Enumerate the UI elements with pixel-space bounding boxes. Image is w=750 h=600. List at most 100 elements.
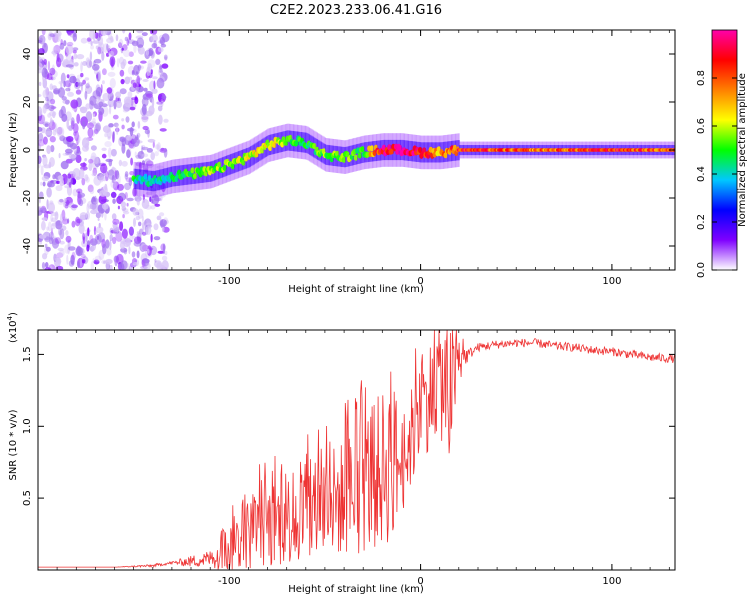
spectrogram-noise-cell bbox=[131, 97, 138, 101]
spectrogram-noise-cell bbox=[85, 176, 90, 183]
spectrogram-noise-cell bbox=[101, 147, 107, 151]
spectrogram-noise-cell bbox=[65, 64, 74, 68]
spectrogram-noise-cell bbox=[94, 255, 102, 262]
spectrogram-noise-cell bbox=[127, 91, 133, 98]
spectrogram-noise-cell bbox=[112, 225, 119, 235]
spectrogram-noise-cell bbox=[38, 67, 43, 74]
spectrogram-noise-cell bbox=[127, 127, 135, 132]
spectrogram-noise-cell bbox=[125, 237, 132, 247]
spectrogram-noise-cell bbox=[59, 228, 65, 240]
x-tick-label: -100 bbox=[218, 276, 241, 287]
spectrogram-noise-cell bbox=[136, 85, 144, 93]
spectrogram-noise-cell bbox=[107, 71, 116, 77]
spectrogram-noise-cell bbox=[65, 148, 73, 154]
spectrogram-noise-cell bbox=[111, 174, 115, 184]
colorbar-label: Normalized spectral amplitude bbox=[737, 73, 748, 227]
spectrogram-noise-cell bbox=[117, 183, 124, 191]
spectrogram-noise-cell bbox=[140, 243, 148, 252]
spectrogram-noise-cell bbox=[39, 207, 47, 214]
spectrogram-noise-cell bbox=[119, 69, 125, 77]
spectrogram-noise-cell bbox=[40, 181, 43, 186]
spectrogram-noise-cell bbox=[75, 216, 81, 227]
spectrogram-noise-cell bbox=[44, 131, 53, 136]
spectrogram-noise-cell bbox=[130, 98, 134, 106]
spectrogram-noise-cell bbox=[90, 261, 94, 270]
spectrogram-noise-cell bbox=[163, 147, 168, 158]
spectrogram-noise-cell bbox=[111, 166, 116, 174]
spectrogram-noise-cell bbox=[137, 151, 145, 159]
spectrogram-noise-cell bbox=[38, 81, 42, 87]
spectrogram-noise-cell bbox=[158, 67, 164, 77]
spectrogram-noise-cell bbox=[128, 76, 133, 81]
spectrogram-band-cell bbox=[305, 132, 308, 153]
spectrogram-noise-cell bbox=[159, 128, 167, 132]
spectrogram-noise-cell bbox=[115, 91, 122, 99]
spectrogram-noise-cell bbox=[84, 77, 90, 81]
spectrogram-noise-cell bbox=[81, 178, 86, 186]
y-tick-label: 0 bbox=[22, 147, 33, 153]
spectrogram-noise-cell bbox=[152, 140, 155, 149]
spectrogram-noise-cell bbox=[119, 241, 125, 250]
spectrogram-noise-cell bbox=[112, 114, 119, 120]
spectrogram-noise-cell bbox=[49, 83, 53, 91]
spectrogram-noise-cell bbox=[126, 202, 129, 207]
spectrogram-noise-cell bbox=[85, 211, 90, 220]
colorbar: 0.0 0.2 0.4 0.6 0.8 Normalized spectral ampl… bbox=[696, 29, 748, 278]
spectrogram-noise-cell bbox=[82, 120, 86, 130]
spectrogram-noise-cell bbox=[110, 229, 118, 234]
spectrogram-noise-cell bbox=[51, 222, 57, 227]
spectrogram-noise-cell bbox=[137, 46, 145, 55]
spectrogram-noise-cell bbox=[92, 63, 100, 71]
spectrogram-noise-cell bbox=[136, 37, 145, 48]
spectrogram-noise-cell bbox=[101, 153, 107, 159]
spectrogram-noise-cell bbox=[146, 248, 150, 254]
spectrogram-noise-cell bbox=[44, 243, 48, 248]
spectrogram-noise-cell bbox=[85, 111, 93, 122]
spectrogram-noise-cell bbox=[145, 225, 152, 235]
spectrogram-noise-cell bbox=[141, 146, 149, 151]
spectrogram-noise-cell bbox=[92, 258, 95, 263]
spectrogram-noise-cell bbox=[128, 265, 133, 270]
spectrogram-noise-cell bbox=[93, 259, 100, 265]
spectrogram-noise-cell bbox=[145, 99, 148, 105]
spectrogram-noise-cell bbox=[59, 198, 64, 203]
spectrogram-halo-cell bbox=[343, 140, 347, 174]
spectrogram-noise-cell bbox=[81, 259, 86, 264]
spectrogram-noise-cell bbox=[86, 59, 92, 69]
spectrogram-noise-cell bbox=[50, 212, 59, 217]
spectrogram-noise-cell bbox=[117, 205, 120, 210]
y-tick-label: 40 bbox=[22, 48, 33, 61]
spectrogram-noise-cell bbox=[95, 212, 101, 219]
spectrogram-noise-cell bbox=[141, 259, 145, 268]
snr-series-line bbox=[38, 330, 675, 570]
spectrogram-noise-cell bbox=[138, 221, 142, 227]
spectrogram-noise-cell bbox=[71, 120, 75, 130]
spectrogram-noise-cell bbox=[93, 175, 102, 186]
spectrogram-noise-cell bbox=[48, 104, 55, 112]
spectrogram-noise-cell bbox=[124, 98, 132, 108]
spectrogram-noise-cell bbox=[141, 32, 148, 37]
spectrogram-halo-cell bbox=[370, 134, 373, 169]
spectrogram-noise-cell bbox=[76, 82, 84, 87]
spectrogram-noise-cell bbox=[120, 201, 126, 208]
spectrogram-noise-cell bbox=[126, 149, 131, 159]
spectrogram-halo-cell bbox=[354, 137, 357, 172]
spectrogram-noise-cell bbox=[43, 58, 47, 66]
spectrogram-noise-cell bbox=[63, 80, 66, 88]
spectrogram-noise-cell bbox=[124, 173, 128, 180]
spectrogram-noise-cell bbox=[108, 123, 114, 128]
spectrogram-noise-cell bbox=[110, 191, 117, 198]
spectrogram-ridge-cell bbox=[357, 152, 363, 159]
spectrogram-noise-cell bbox=[132, 187, 137, 197]
spectrogram-noise-cell bbox=[163, 54, 168, 60]
spectrogram-noise-cell bbox=[49, 117, 53, 127]
spectrogram-noise-cell bbox=[161, 95, 167, 100]
spectrogram-noise-cell bbox=[122, 108, 129, 113]
spectrogram-noise-cell bbox=[132, 208, 139, 216]
spectrogram-noise-cell bbox=[101, 203, 109, 210]
snr-panel: -100 0 100 0.5 1.0 1.5 Height of straight lin… bbox=[6, 312, 676, 595]
spectrogram-noise-cell bbox=[55, 237, 61, 244]
spectrogram-noise-cell bbox=[146, 66, 151, 77]
spectrogram-noise-cell bbox=[145, 49, 150, 56]
spectrogram-noise-cell bbox=[45, 86, 49, 97]
